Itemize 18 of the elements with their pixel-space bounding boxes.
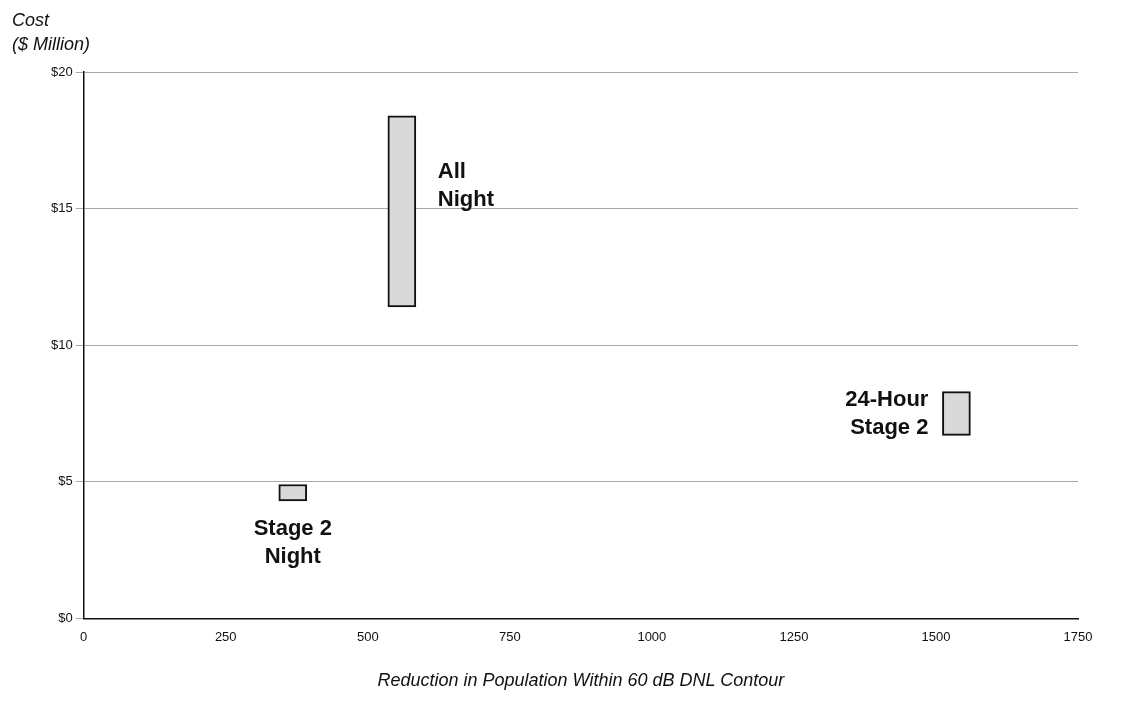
x-tick-label: 250 <box>214 628 237 644</box>
y-tick-label: $10 <box>50 336 73 352</box>
y-tick-label: $20 <box>50 63 73 79</box>
x-tick-label: 1000 <box>637 628 667 644</box>
series-label: 24-Hour Stage 2 <box>845 385 929 439</box>
y-tick-label: $15 <box>50 200 73 216</box>
x-tick-label: 750 <box>498 628 521 644</box>
x-tick-label: 1250 <box>779 628 809 644</box>
x-axis-title: Reduction in Population Within 60 dB DNL Contour <box>377 670 786 690</box>
x-tick-label: 0 <box>80 628 88 644</box>
series-label: Stage 2 Night <box>253 514 332 568</box>
x-tick-label: 1500 <box>921 628 951 644</box>
y-tick-label: $5 <box>58 473 73 489</box>
x-tick-label: 500 <box>356 628 379 644</box>
x-tick-label: 1750 <box>1063 628 1093 644</box>
y-axis-title: Cost ($ Million) <box>12 10 91 54</box>
y-tick-label: $0 <box>58 609 73 625</box>
series-label: All Night <box>437 158 495 212</box>
